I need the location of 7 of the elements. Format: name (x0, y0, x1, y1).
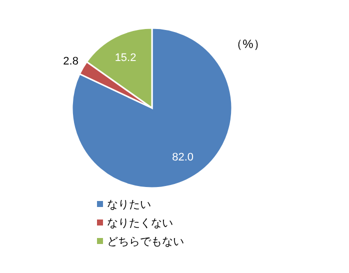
legend-label: なりたくない (107, 218, 173, 230)
data-label: 2.8 (63, 56, 78, 68)
data-label: 15.2 (114, 52, 136, 64)
text: （%） (230, 37, 266, 51)
legend-label: なりたい (107, 199, 151, 211)
data-label: 82.0 (172, 152, 194, 164)
legend-label: どちらでもない (107, 236, 184, 248)
